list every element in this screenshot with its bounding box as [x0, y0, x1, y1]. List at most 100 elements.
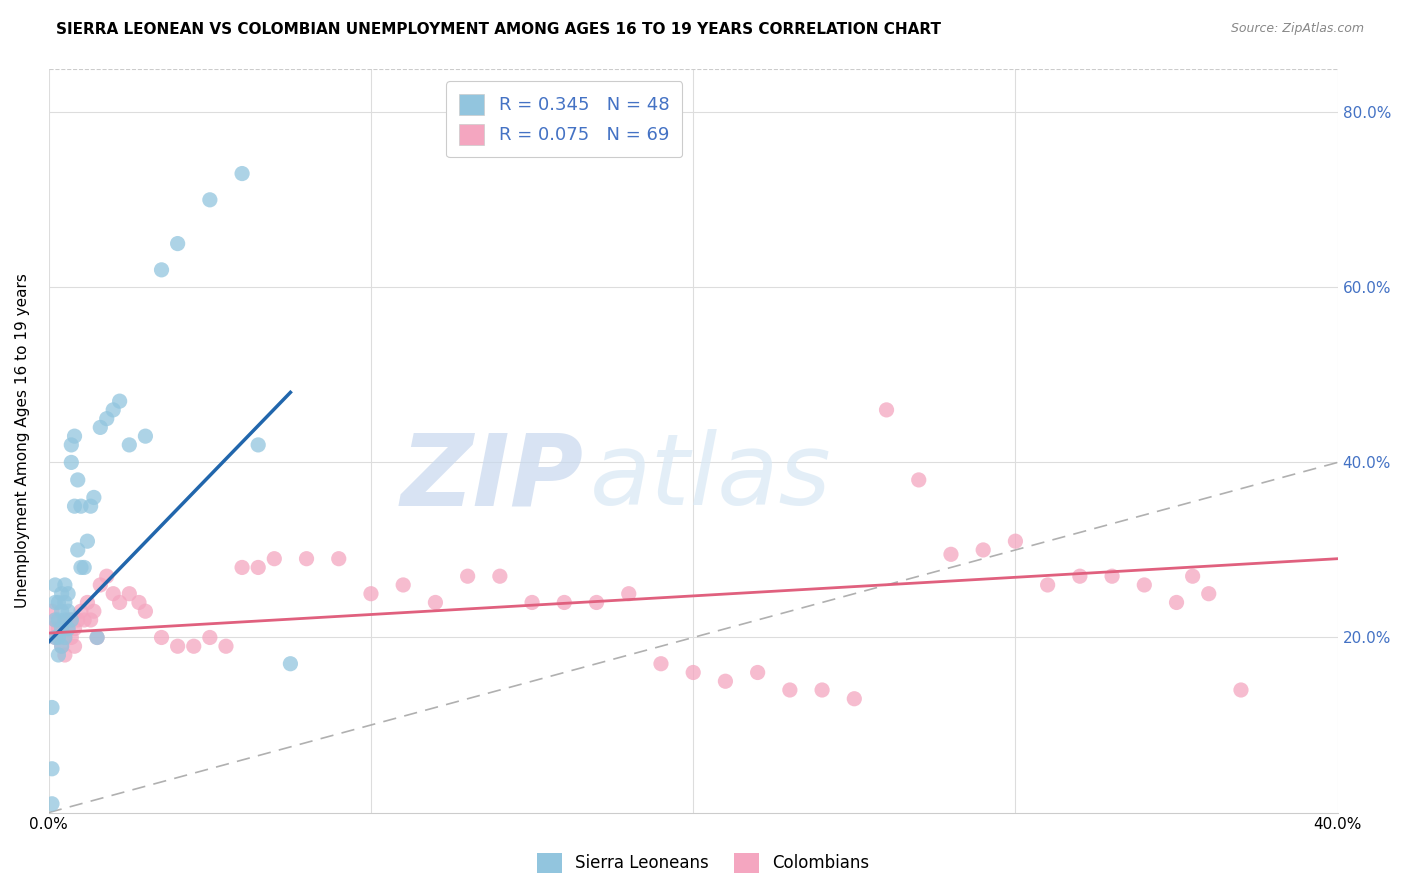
Point — [118, 438, 141, 452]
Point — [108, 394, 131, 409]
Point — [60, 613, 83, 627]
Point — [41, 797, 63, 811]
Point — [44, 613, 66, 627]
Point — [53, 578, 76, 592]
Point — [134, 429, 156, 443]
Point — [150, 263, 173, 277]
Point — [360, 587, 382, 601]
Point — [53, 631, 76, 645]
Point — [682, 665, 704, 680]
Point — [63, 639, 86, 653]
Point — [1101, 569, 1123, 583]
Point — [83, 604, 105, 618]
Point — [1069, 569, 1091, 583]
Point — [56, 622, 79, 636]
Point — [60, 455, 83, 469]
Point — [650, 657, 672, 671]
Legend: R = 0.345   N = 48, R = 0.075   N = 69: R = 0.345 N = 48, R = 0.075 N = 69 — [447, 81, 682, 157]
Point — [134, 604, 156, 618]
Point — [972, 543, 994, 558]
Legend: Sierra Leoneans, Colombians: Sierra Leoneans, Colombians — [530, 847, 876, 880]
Point — [108, 595, 131, 609]
Point — [60, 631, 83, 645]
Text: ZIP: ZIP — [401, 429, 583, 526]
Point — [585, 595, 607, 609]
Point — [166, 236, 188, 251]
Point — [779, 683, 801, 698]
Point — [48, 631, 70, 645]
Point — [44, 631, 66, 645]
Point — [48, 622, 70, 636]
Point — [53, 631, 76, 645]
Point — [86, 631, 108, 645]
Point — [328, 551, 350, 566]
Point — [63, 499, 86, 513]
Point — [48, 648, 70, 662]
Point — [73, 613, 96, 627]
Point — [1181, 569, 1204, 583]
Point — [44, 578, 66, 592]
Point — [56, 587, 79, 601]
Point — [247, 560, 270, 574]
Point — [83, 491, 105, 505]
Point — [553, 595, 575, 609]
Point — [392, 578, 415, 592]
Point — [66, 473, 89, 487]
Point — [1133, 578, 1156, 592]
Point — [128, 595, 150, 609]
Point — [41, 604, 63, 618]
Point — [51, 639, 73, 653]
Text: SIERRA LEONEAN VS COLOMBIAN UNEMPLOYMENT AMONG AGES 16 TO 19 YEARS CORRELATION C: SIERRA LEONEAN VS COLOMBIAN UNEMPLOYMENT… — [56, 22, 941, 37]
Point — [76, 595, 98, 609]
Point — [166, 639, 188, 653]
Point — [44, 631, 66, 645]
Point — [520, 595, 543, 609]
Point — [60, 613, 83, 627]
Text: Source: ZipAtlas.com: Source: ZipAtlas.com — [1230, 22, 1364, 36]
Point — [53, 595, 76, 609]
Point — [183, 639, 205, 653]
Point — [876, 403, 898, 417]
Point — [51, 622, 73, 636]
Point — [51, 622, 73, 636]
Point — [63, 429, 86, 443]
Point — [747, 665, 769, 680]
Point — [48, 613, 70, 627]
Point — [457, 569, 479, 583]
Point — [48, 595, 70, 609]
Point — [56, 613, 79, 627]
Point — [617, 587, 640, 601]
Point — [247, 438, 270, 452]
Point — [1230, 683, 1253, 698]
Point — [295, 551, 318, 566]
Point — [489, 569, 512, 583]
Point — [51, 639, 73, 653]
Point — [70, 604, 93, 618]
Point — [79, 613, 101, 627]
Point — [198, 631, 221, 645]
Point — [70, 499, 93, 513]
Point — [41, 622, 63, 636]
Point — [231, 167, 253, 181]
Point — [44, 613, 66, 627]
Point — [86, 631, 108, 645]
Point — [56, 622, 79, 636]
Point — [96, 411, 118, 425]
Point — [1166, 595, 1188, 609]
Text: atlas: atlas — [591, 429, 832, 526]
Point — [263, 551, 285, 566]
Point — [89, 578, 111, 592]
Point — [939, 547, 962, 561]
Point — [231, 560, 253, 574]
Point — [53, 648, 76, 662]
Point — [76, 534, 98, 549]
Point — [1004, 534, 1026, 549]
Point — [63, 622, 86, 636]
Point — [89, 420, 111, 434]
Point — [44, 595, 66, 609]
Y-axis label: Unemployment Among Ages 16 to 19 years: Unemployment Among Ages 16 to 19 years — [15, 273, 30, 608]
Point — [51, 604, 73, 618]
Point — [1036, 578, 1059, 592]
Point — [150, 631, 173, 645]
Point — [70, 560, 93, 574]
